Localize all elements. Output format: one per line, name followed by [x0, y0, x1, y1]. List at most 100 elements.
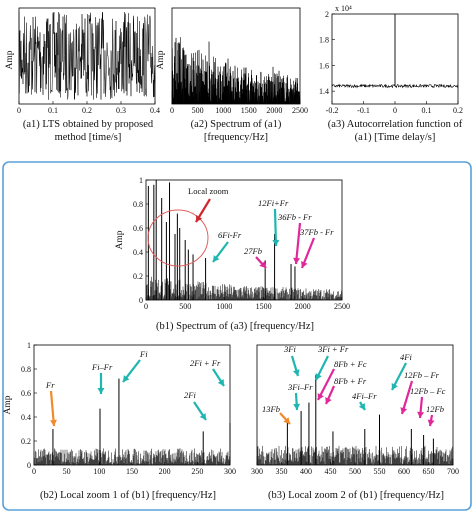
panel-b3: 300 350 400 450 500 550 600 650 700 3Fi 3Fi + Fr3… — [251, 344, 459, 501]
b1-arrow-12fi-fr — [272, 208, 280, 247]
a2-xticks: 0 500 1000 1500 2000 2500 — [170, 101, 308, 115]
ytick-label: 0.2 — [21, 437, 31, 446]
b3-label-3fi--fr: 3Fi–Fr — [287, 382, 313, 392]
ytick-label: 0 — [139, 296, 143, 305]
b2-label-2fi: 2Fi — [184, 390, 196, 400]
ytick-label: 1.4 — [319, 87, 329, 96]
b2-label-2fi-fr: 2Fi + Fr — [190, 358, 221, 368]
xtick-label: 600 — [398, 467, 410, 476]
xtick-label: 650 — [423, 467, 435, 476]
b3-arrow-8fb-fc — [317, 368, 335, 401]
b3-label-3fi-fr: 3Fi + Fr — [317, 344, 349, 354]
xtick-label: 250 — [191, 467, 203, 476]
b1-arrow-27fb — [255, 256, 267, 269]
ytick-label: 0.6 — [133, 224, 143, 233]
b3-arrow-4fi-fr — [358, 401, 366, 411]
b3-ticks: 300 350 400 450 500 550 600 650 700 — [251, 462, 459, 476]
xtick-label: 2000 — [295, 302, 311, 311]
panel-b1: Amp 0 500 1000 1500 2000 2500 0 0.2 0.4 0.6 0.8 1 L… — [115, 176, 350, 332]
a1-noise-line — [18, 11, 156, 101]
b1-caption: (b1) Spectrum of (a3) [frequency/Hz] — [156, 321, 314, 332]
a1-signal-trace — [18, 11, 156, 101]
xtick-label: 200 — [159, 467, 171, 476]
a2-caption-line1: (a2) Spectrum of (a1) — [191, 119, 282, 130]
xtick-label: 400 — [300, 467, 312, 476]
panel-a3: x 10⁴ -0.2 -0.1 0 0.1 0.2 1.4 1.6 1.8 2 (a3) Aut… — [319, 4, 463, 143]
a2-caption-line2: [frequency/Hz] — [204, 132, 268, 143]
bottom-panel-border — [2, 161, 472, 511]
a2-ylabel: Amp — [156, 50, 166, 69]
xtick-label: 300 — [224, 467, 236, 476]
a1-xticks: 0 0.1 0.2 0.3 0.4 — [17, 101, 160, 115]
xtick-label: 0.1 — [48, 106, 58, 115]
b3-label-12fb-fc: 12Fb – Fc — [410, 386, 446, 396]
b3-spectrum-trace — [256, 375, 454, 465]
b3-caption: (b3) Local zoom 2 of (b1) [frequency/Hz] — [268, 490, 444, 501]
b1-annotations: 12Fi+Fr 6Fi-Fr 36Fb - Fr 37Fb - Fr 27Fb — [218, 198, 334, 256]
ytick-label: 1 — [27, 341, 31, 350]
xtick-label: 1000 — [215, 106, 231, 115]
b2-arrow-fr — [49, 390, 57, 427]
xtick-label: 0 — [17, 106, 21, 115]
b3-arrow-12fb — [427, 414, 435, 427]
b3-label-4fi: 4Fi — [400, 352, 412, 362]
annotation-arrows — [49, 198, 435, 427]
panel-a1: Amp 0 0.1 0.2 0.3 0.4 (a1) LTS obtained by p… — [5, 7, 160, 143]
xtick-label: 2500 — [334, 302, 350, 311]
xtick-label: 100 — [93, 467, 105, 476]
a3-yexponent: x 10⁴ — [335, 4, 352, 13]
xtick-label: 0.4 — [150, 106, 160, 115]
ytick-label: 0.4 — [21, 413, 31, 422]
b1-label-27fb: 27Fb — [244, 246, 262, 256]
ytick-label: 0.6 — [21, 389, 31, 398]
xtick-label: 0.2 — [82, 106, 92, 115]
b2-label-fi-fr: Fi–Fr — [91, 362, 113, 372]
a3-caption-line2: (a1) [Time delay/s] — [355, 132, 436, 143]
b2-arrow-fi — [122, 359, 141, 383]
b1-arrow-37fb-fr — [300, 237, 316, 269]
b1-ticks: 0 500 1000 1500 2000 2500 0 0.2 0.4 0.6 0.8 1 — [133, 176, 350, 311]
b3-arrow-3fi — [290, 355, 300, 377]
xtick-label: -0.2 — [326, 106, 339, 115]
b3-label-12fb: 12Fb — [426, 404, 444, 414]
b3-arrow-3fi-fr — [315, 355, 329, 381]
ytick-label: 2 — [325, 10, 329, 19]
b3-label-12fb-fr: 12Fb – Fr — [404, 370, 440, 380]
xtick-label: 0 — [393, 106, 397, 115]
xtick-label: 2000 — [266, 106, 282, 115]
b1-label-37fb-fr: 37Fb - Fr — [299, 227, 334, 237]
xtick-label: 50 — [63, 467, 71, 476]
ytick-label: 1 — [139, 176, 143, 185]
a3-autocorr-trace — [331, 14, 459, 89]
b3-label-8fb-fc: 8Fb + Fc — [334, 359, 367, 369]
xtick-label: 1500 — [256, 302, 272, 311]
xtick-label: 550 — [374, 467, 386, 476]
xtick-label: -0.1 — [357, 106, 370, 115]
xtick-label: 0 — [170, 106, 174, 115]
xtick-label: 2500 — [292, 106, 308, 115]
b2-arrow-2fi-fr — [212, 368, 225, 387]
xtick-label: 0 — [144, 302, 148, 311]
xtick-label: 300 — [251, 467, 263, 476]
b1-local-zoom-circle — [147, 209, 209, 267]
b1-label-6fi-fr: 6Fi-Fr — [218, 230, 242, 240]
a3-baseline-line — [331, 83, 459, 89]
b1-arrow-6fi-fr — [212, 241, 229, 263]
b1-spectrum-trace — [145, 180, 343, 300]
b3-label-3fi: 3Fi — [283, 344, 296, 354]
b3-label-8fb-fr: 8Fb + Fr — [334, 376, 367, 386]
ytick-label: 0.8 — [21, 365, 31, 374]
ytick-label: 1.6 — [319, 61, 329, 70]
ytick-label: 0 — [27, 461, 31, 470]
a1-caption-line1: (a1) LTS obtained by proposed — [23, 119, 154, 130]
xtick-label: 500 — [179, 302, 191, 311]
b2-arrow-fi-fr — [97, 373, 105, 394]
b3-noise-floor — [256, 445, 454, 465]
b1-label-12fi-fr: 12Fi+Fr — [258, 198, 289, 208]
b2-annotations: Fr Fi–Fr Fi 2Fi + Fr 2Fi — [45, 349, 221, 400]
b3-arrow-3fi--fr — [293, 392, 301, 411]
a2-spectrum-line — [171, 37, 301, 105]
b2-label-fr: Fr — [45, 380, 55, 390]
